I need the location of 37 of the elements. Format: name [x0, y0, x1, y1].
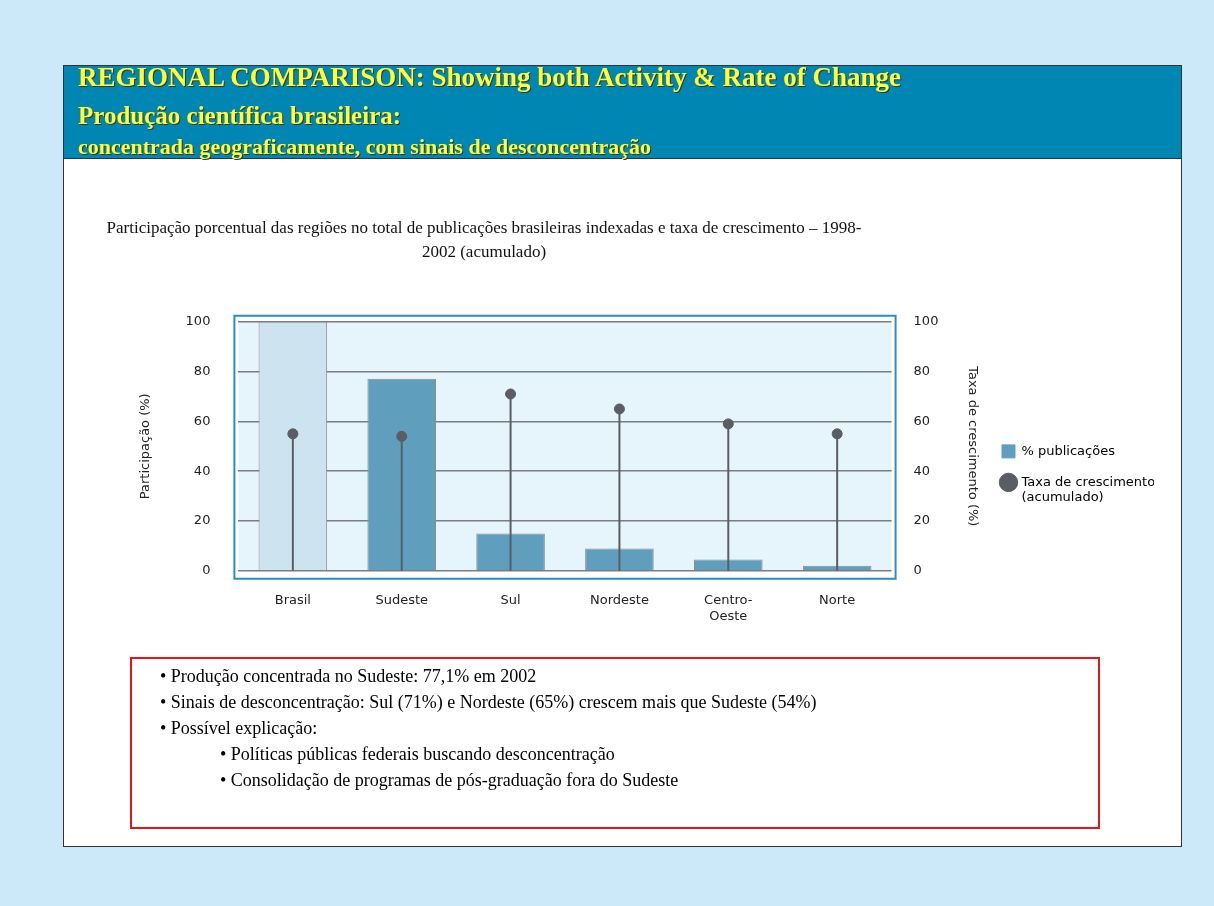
y2-axis-title: Taxa de crescimento (%)	[965, 365, 981, 527]
point	[505, 388, 517, 400]
y2-tick-label: 0	[913, 562, 922, 578]
chart-subtitle: Participação porcentual das regiões no total de publicações brasileiras indexadas e taxa de crescimento – 1998-2002 (acumulado)	[105, 217, 863, 263]
text: • Possível explicação:	[159, 717, 319, 740]
text: • Políticas públicas federais buscando desconcentração	[219, 743, 616, 766]
y-tick-label: 80	[193, 362, 211, 378]
y-tick-label: 40	[193, 462, 211, 478]
point	[396, 430, 408, 442]
y2-tick-label: 60	[913, 412, 931, 428]
y2-tick-label: 20	[913, 512, 931, 528]
y-tick-label: 60	[193, 412, 211, 428]
chart-title: REGIONAL COMPARISON: Showing both Activity & Rate of Change	[78, 62, 902, 93]
y-axis-title: Participação (%)	[137, 393, 153, 500]
y2-tick-label: 80	[913, 362, 931, 378]
y2-tick-label: 40	[913, 462, 931, 478]
point	[287, 428, 299, 440]
text: Produção científica brasileira:	[78, 102, 402, 130]
text: • Sinais de desconcentração: Sul (71%) e Nordeste (65%) crescem mais que Sudeste (54%)	[159, 691, 818, 714]
x-tick-label: Centro-Oeste	[704, 591, 753, 623]
text: concentrada geograficamente, com sinais de desconcentração	[78, 134, 652, 160]
legend-label: % publicações	[1021, 442, 1116, 458]
legend-label: Taxa de crescimento (acumulado)	[1020, 473, 1156, 505]
text: • Produção concentrada no Sudeste: 77,1% em 2002	[159, 665, 538, 688]
y2-tick-label: 100	[913, 313, 939, 329]
y-tick-label: 100	[185, 313, 211, 329]
x-tick-label: Brasil	[274, 591, 311, 607]
point	[831, 428, 843, 440]
y-tick-label: 0	[202, 562, 211, 578]
y-tick-label: 20	[193, 512, 211, 528]
x-tick-label: Sul	[500, 591, 521, 607]
point	[613, 403, 625, 415]
x-tick-label: Sudeste	[375, 591, 429, 607]
x-tick-label: Norte	[819, 591, 856, 607]
text: • Consolidação de programas de pós-graduação fora do Sudeste	[219, 769, 680, 792]
point	[722, 418, 734, 430]
x-tick-label: Nordeste	[589, 591, 649, 607]
